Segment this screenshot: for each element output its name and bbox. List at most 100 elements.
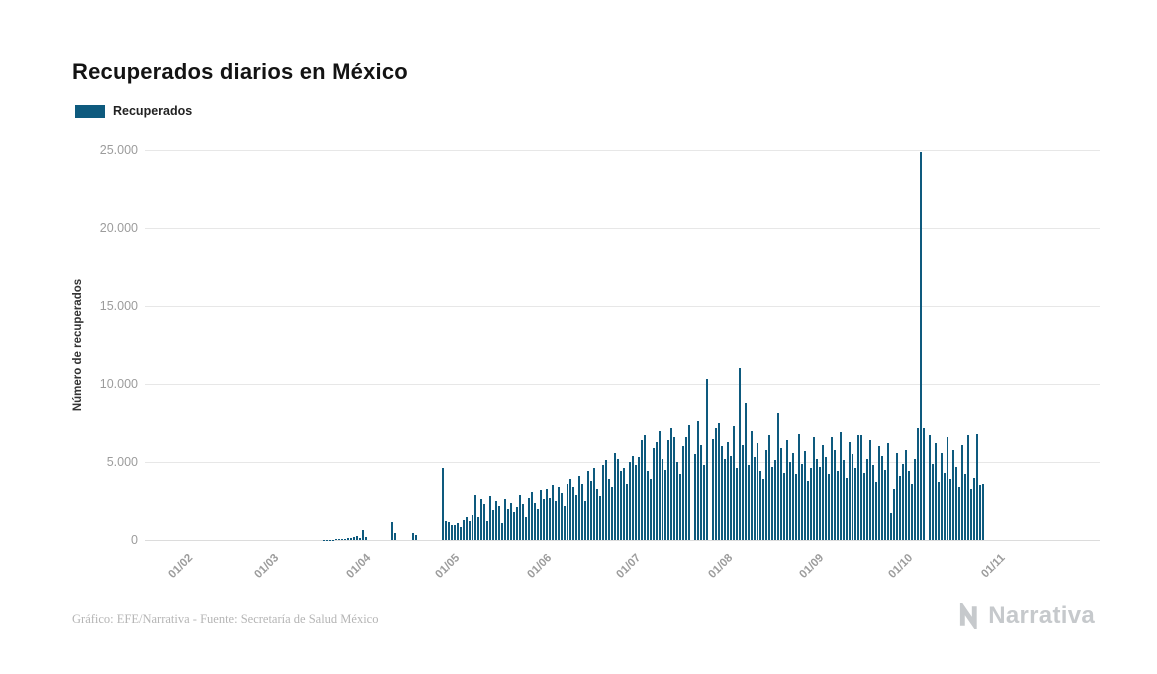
bar[interactable] xyxy=(480,499,483,540)
bar[interactable] xyxy=(943,472,946,540)
bar[interactable] xyxy=(946,437,949,540)
bar[interactable] xyxy=(809,468,812,540)
bar[interactable] xyxy=(566,483,569,540)
bar[interactable] xyxy=(634,465,637,540)
bar[interactable] xyxy=(863,472,866,540)
bar[interactable] xyxy=(827,474,830,540)
bar[interactable] xyxy=(507,508,510,540)
bar[interactable] xyxy=(519,494,521,540)
bar[interactable] xyxy=(468,520,471,540)
bar[interactable] xyxy=(539,490,542,540)
bar[interactable] xyxy=(860,435,863,540)
bar[interactable] xyxy=(720,446,723,540)
bar[interactable] xyxy=(851,454,854,540)
bar[interactable] xyxy=(355,536,358,540)
bar[interactable] xyxy=(444,520,447,540)
bar[interactable] xyxy=(872,465,875,540)
bar[interactable] xyxy=(578,476,581,540)
bar[interactable] xyxy=(412,533,415,540)
bar[interactable] xyxy=(536,508,539,540)
bar[interactable] xyxy=(964,474,967,540)
bar[interactable] xyxy=(806,480,809,540)
bar[interactable] xyxy=(967,435,970,540)
bar[interactable] xyxy=(949,479,952,540)
bar[interactable] xyxy=(958,486,961,540)
legend-item-recuperados[interactable]: Recuperados xyxy=(75,104,192,118)
bar[interactable] xyxy=(337,539,340,540)
bar[interactable] xyxy=(652,447,655,540)
bar[interactable] xyxy=(622,468,625,540)
bar[interactable] xyxy=(498,505,501,540)
bar[interactable] xyxy=(723,458,726,540)
bar[interactable] xyxy=(744,402,747,540)
bar[interactable] xyxy=(821,444,824,540)
bar[interactable] xyxy=(557,486,560,540)
bar[interactable] xyxy=(533,502,536,540)
bar[interactable] xyxy=(560,493,563,540)
bar[interactable] xyxy=(563,505,566,540)
bar[interactable] xyxy=(441,467,444,540)
bar[interactable] xyxy=(453,524,456,540)
bar[interactable] xyxy=(694,454,697,540)
bar[interactable] xyxy=(869,440,872,540)
bar[interactable] xyxy=(616,458,619,540)
bar[interactable] xyxy=(643,435,646,540)
bar[interactable] xyxy=(349,537,352,540)
bar[interactable] xyxy=(510,502,513,540)
bar[interactable] xyxy=(848,441,851,540)
bar[interactable] xyxy=(836,471,839,540)
bar[interactable] xyxy=(658,430,661,540)
bar[interactable] xyxy=(738,368,741,540)
bar[interactable] xyxy=(762,479,765,540)
bar[interactable] xyxy=(664,469,667,540)
bar[interactable] xyxy=(625,483,628,540)
bar[interactable] xyxy=(976,433,979,540)
bar[interactable] xyxy=(955,466,958,540)
bar[interactable] xyxy=(697,421,700,540)
bar[interactable] xyxy=(361,530,364,540)
bar[interactable] xyxy=(765,449,768,540)
bar[interactable] xyxy=(474,494,477,540)
bar[interactable] xyxy=(465,516,468,540)
bar[interactable] xyxy=(352,537,355,540)
bar[interactable] xyxy=(759,471,762,540)
bar[interactable] xyxy=(631,455,634,540)
bar[interactable] xyxy=(667,440,670,540)
bar[interactable] xyxy=(670,427,673,540)
bar[interactable] xyxy=(786,440,789,540)
bar[interactable] xyxy=(973,477,976,540)
bar[interactable] xyxy=(450,525,453,540)
bar[interactable] xyxy=(456,522,459,540)
bar[interactable] xyxy=(471,515,474,540)
bar[interactable] xyxy=(554,501,557,540)
bar[interactable] xyxy=(655,441,658,540)
bar[interactable] xyxy=(415,534,418,540)
bar[interactable] xyxy=(700,444,703,540)
bar[interactable] xyxy=(619,471,622,540)
bar[interactable] xyxy=(548,497,551,540)
bar[interactable] xyxy=(970,488,973,540)
bar[interactable] xyxy=(979,485,982,540)
bar[interactable] xyxy=(904,449,907,540)
bar[interactable] xyxy=(937,482,940,540)
bar[interactable] xyxy=(833,449,836,540)
bar[interactable] xyxy=(581,483,584,540)
bar[interactable] xyxy=(824,457,827,540)
bar[interactable] xyxy=(343,538,346,540)
bar[interactable] xyxy=(815,458,818,540)
bar[interactable] xyxy=(768,435,771,540)
bar[interactable] xyxy=(575,494,578,540)
bar[interactable] xyxy=(881,455,884,540)
bar[interactable] xyxy=(910,483,913,540)
bar[interactable] xyxy=(486,521,489,540)
bar[interactable] xyxy=(896,452,899,540)
bar[interactable] xyxy=(489,496,492,540)
bar[interactable] xyxy=(952,449,955,540)
bar[interactable] xyxy=(391,522,394,540)
bar[interactable] xyxy=(756,443,759,540)
bar[interactable] xyxy=(614,452,616,540)
bar[interactable] xyxy=(795,474,798,540)
bar[interactable] xyxy=(780,447,783,540)
bar[interactable] xyxy=(747,465,750,540)
bar[interactable] xyxy=(501,522,504,540)
